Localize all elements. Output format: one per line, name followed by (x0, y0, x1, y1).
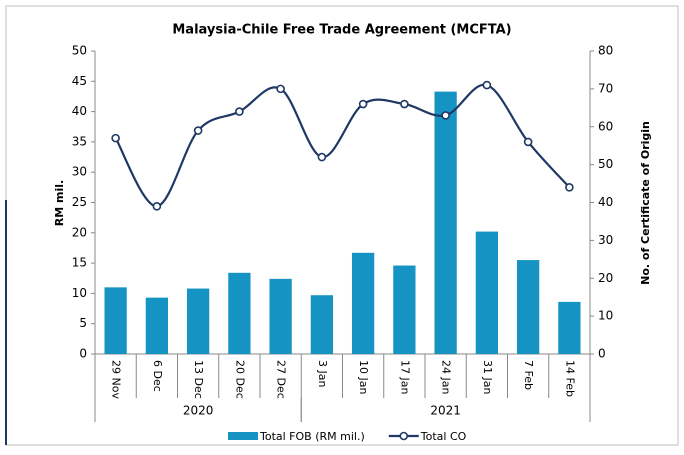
bar (228, 272, 251, 354)
line-marker (276, 84, 285, 94)
bar (310, 295, 334, 354)
y2-tick-label: 50 (598, 157, 613, 171)
line-marker (565, 183, 574, 192)
y-tick-label: 5 (79, 316, 87, 330)
bar (434, 91, 457, 355)
line-marker (111, 133, 120, 143)
y-tick-label: 20 (72, 225, 87, 239)
y2-tick-label: 40 (598, 195, 613, 209)
x-tick-label: 13 Dec (192, 360, 205, 399)
bar (558, 301, 581, 354)
x-tick-label: 24 Jan (440, 360, 453, 394)
bar (393, 265, 416, 354)
x-tick-label: 27 Dec (275, 360, 288, 399)
x-tick-label: 20 Dec (233, 360, 246, 399)
y-tick-label: 40 (72, 104, 87, 118)
bar (186, 288, 210, 354)
x-tick-label: 31 Jan (481, 360, 494, 394)
y2-tick-label: 60 (598, 119, 613, 133)
legend-label: Total FOB (RM mil.) (259, 430, 365, 443)
y2-tick-label: 80 (598, 44, 613, 58)
y2-axis-label: No. of Certificate of Origin (639, 121, 652, 285)
group-label: 2020 (183, 404, 214, 418)
x-tick-label: 14 Feb (563, 360, 576, 397)
x-tick-label: 29 Nov (110, 360, 123, 399)
line-marker (317, 152, 327, 162)
line-marker (152, 201, 162, 211)
y-tick-label: 10 (72, 286, 87, 300)
x-tick-label: 17 Jan (398, 360, 411, 394)
y-axis-label: RM mil. (53, 180, 66, 226)
y-tick-label: 30 (72, 165, 87, 179)
legend-swatch (399, 431, 409, 441)
y2-tick-label: 30 (598, 233, 613, 247)
line-marker (193, 126, 203, 135)
x-tick-label: 10 Jan (357, 360, 370, 394)
line-marker (441, 111, 450, 120)
group-label: 2021 (430, 404, 461, 418)
line-marker (358, 99, 368, 109)
bar (351, 252, 375, 354)
legend-swatch (228, 432, 258, 440)
y-tick-label: 15 (72, 256, 87, 270)
line-marker (482, 80, 492, 90)
y2-tick-label: 0 (598, 347, 606, 361)
y-tick-label: 35 (72, 134, 87, 148)
bar (516, 260, 540, 354)
bar (104, 287, 127, 354)
y2-tick-label: 20 (598, 271, 613, 285)
y-tick-label: 45 (72, 74, 87, 88)
y2-tick-label: 10 (598, 309, 613, 323)
y-tick-label: 50 (72, 44, 87, 58)
line-marker (235, 107, 244, 116)
legend-label: Total CO (420, 430, 467, 443)
bar (269, 278, 292, 354)
bar (145, 297, 169, 354)
bar (475, 231, 499, 354)
x-tick-label: 6 Dec (151, 360, 164, 392)
line-marker (400, 99, 409, 109)
chart-title: Malaysia-Chile Free Trade Agreement (MCF… (172, 23, 511, 38)
y2-tick-label: 70 (598, 81, 613, 95)
line-marker (523, 137, 533, 147)
x-tick-label: 3 Jan (316, 360, 329, 387)
y-tick-label: 25 (72, 195, 87, 209)
y-tick-label: 0 (79, 347, 87, 361)
x-tick-label: 7 Feb (522, 360, 535, 390)
